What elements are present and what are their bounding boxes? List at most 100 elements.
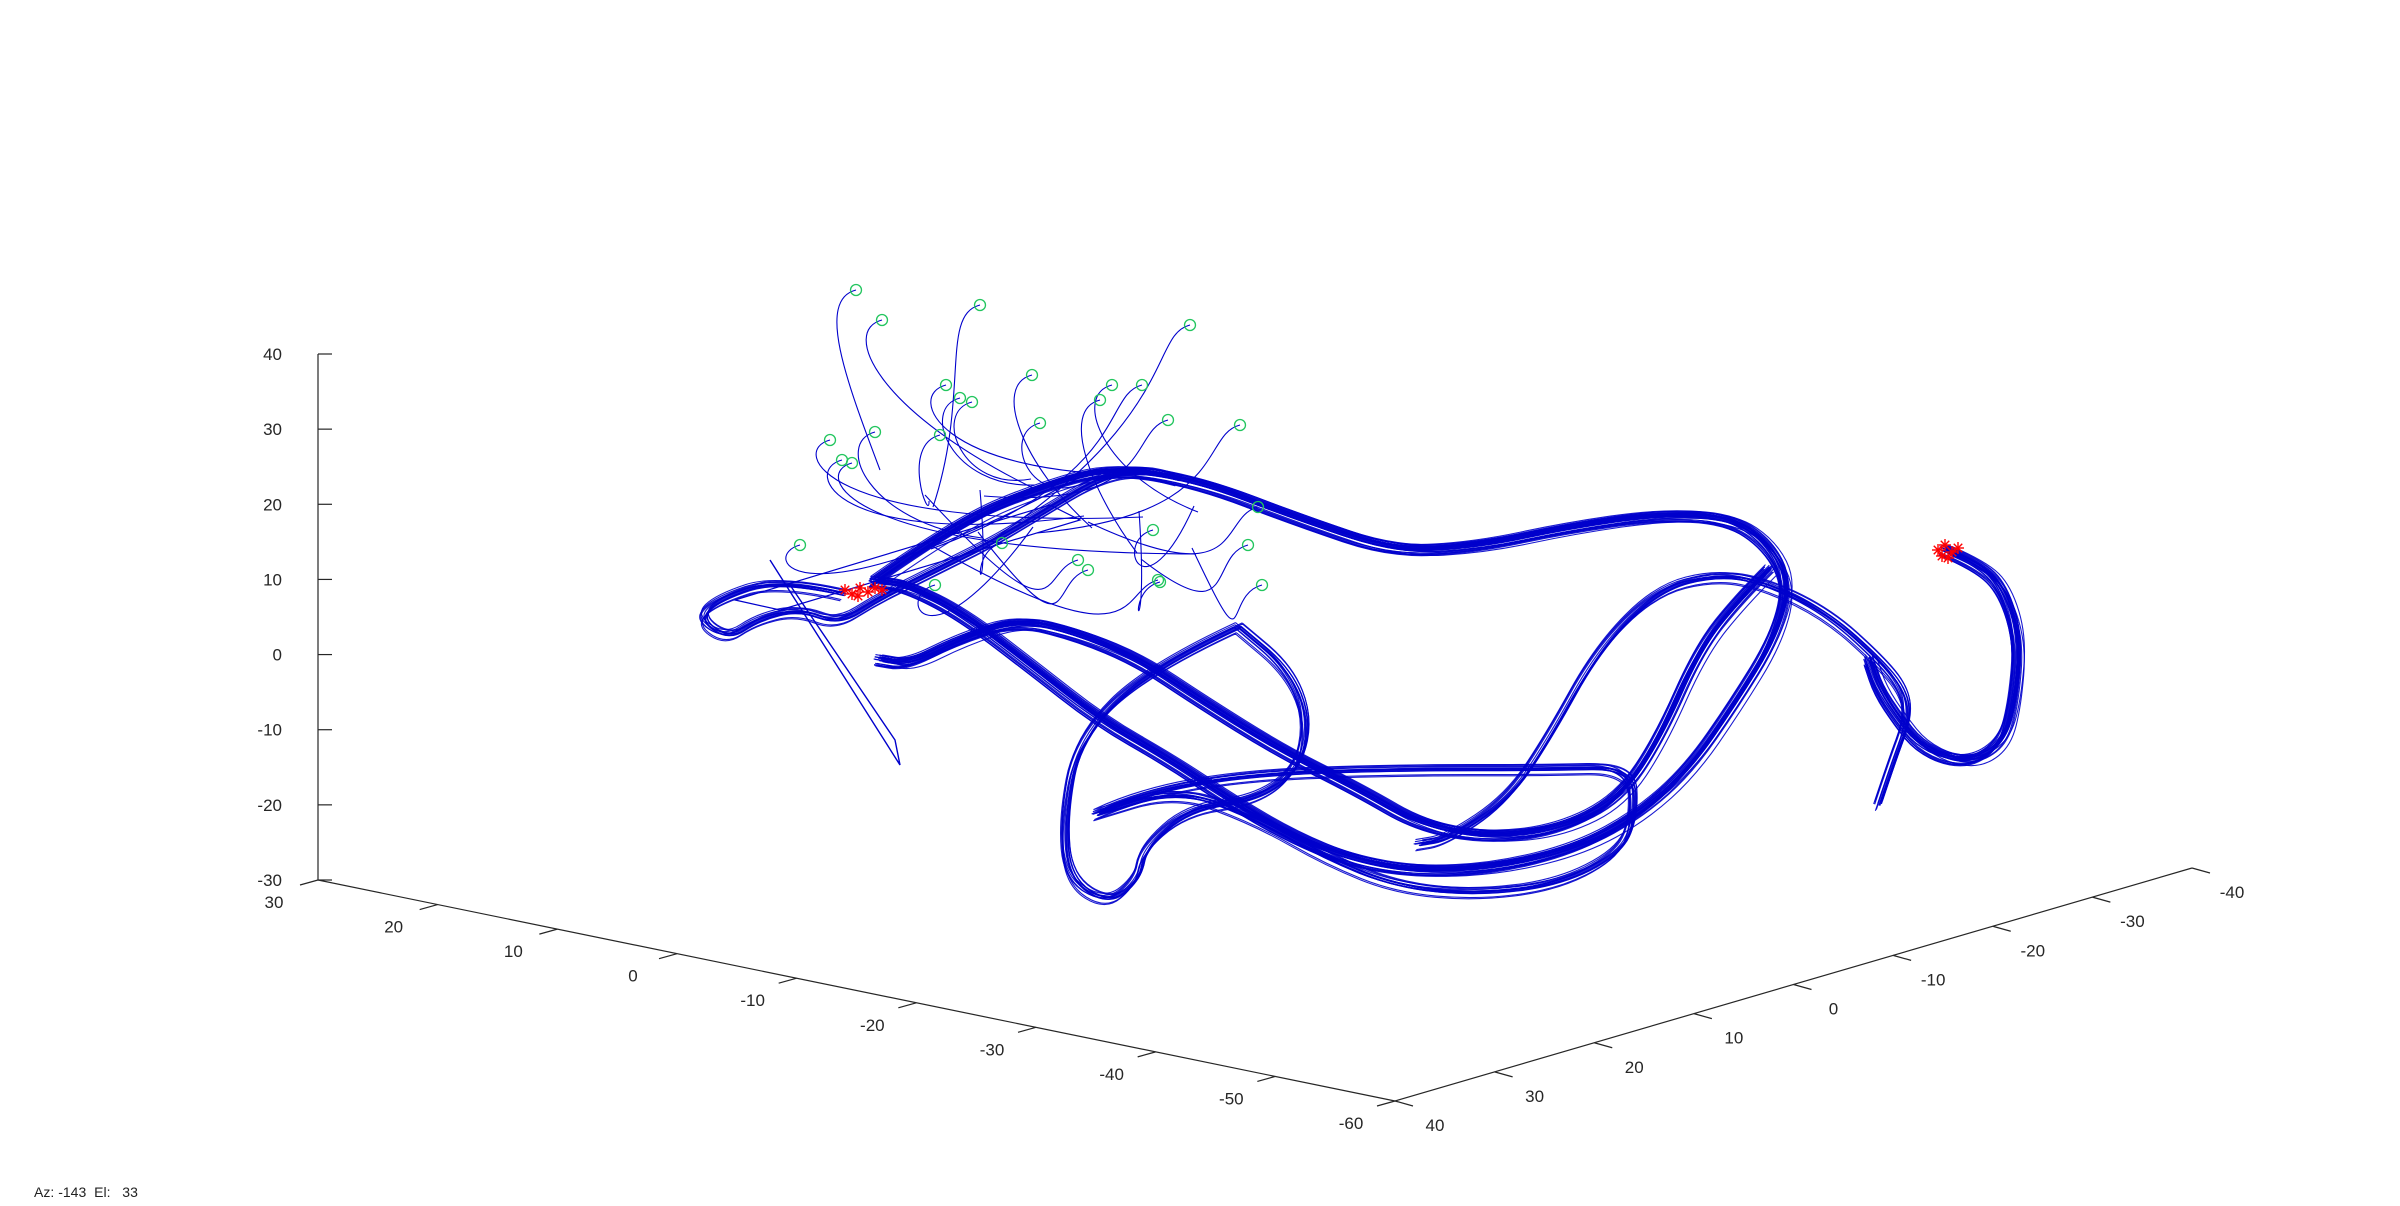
x-tick (1376, 1100, 1396, 1107)
transient-line (1137, 510, 1161, 612)
x-tick-label: -30 (980, 1040, 1005, 1059)
y-tick (1992, 925, 2011, 932)
transient-line (930, 384, 1143, 550)
y-tick-label: -10 (1921, 970, 1946, 989)
trajectory-line (1864, 548, 2014, 760)
x-tick-label: 0 (628, 967, 637, 986)
trajectory-line (769, 559, 901, 766)
z-tick-label: -30 (257, 871, 282, 890)
start-marker (835, 453, 849, 467)
trajectory-line (1868, 550, 2018, 762)
x-tick (898, 1002, 917, 1009)
start-marker (793, 538, 807, 552)
transient-line (826, 459, 1085, 525)
start-marker (1153, 575, 1167, 589)
azimuth-value: -143 (58, 1184, 87, 1200)
trajectory-line (1868, 544, 2018, 756)
trajectory-line (882, 571, 1773, 838)
trajectory-line (1415, 572, 1905, 841)
start-marker (1146, 523, 1160, 537)
trajectory-line (1061, 622, 1303, 894)
elevation-value: 33 (122, 1184, 138, 1200)
markers-group (793, 283, 1964, 602)
transient-line (865, 319, 1040, 492)
elevation-label: El: (94, 1184, 111, 1200)
x-tick-label: -50 (1219, 1089, 1244, 1108)
axes-group: 30 20 10 0 -10 -20 -30 -40 -50 -60 40 30 20 10 0 -10 -20… (257, 345, 2244, 1135)
trajectory-line (699, 470, 1174, 635)
trajectory-line (874, 468, 1786, 868)
x-tick-label: 10 (504, 942, 523, 961)
transient-line (1080, 399, 1138, 554)
start-marker (1033, 416, 1047, 430)
trajectory-line (873, 568, 1765, 835)
start-marker (953, 391, 967, 405)
y-tick-label: 30 (1525, 1087, 1544, 1106)
start-marker (1025, 368, 1039, 382)
trajectory-line (877, 473, 1789, 873)
start-marker (1151, 573, 1165, 587)
y-tick-label: 0 (1829, 1000, 1838, 1019)
x-tick-label: -20 (860, 1016, 885, 1035)
transient-line (838, 462, 1197, 555)
trajectory-line (732, 504, 1082, 611)
x-tick (1257, 1075, 1276, 1083)
y-tick-label: 40 (1426, 1116, 1445, 1135)
start-marker (1251, 500, 1265, 514)
end-marker (839, 584, 851, 596)
trajectory-line (1413, 576, 1903, 845)
start-marker (1183, 318, 1197, 332)
transient-line (785, 473, 1087, 575)
z-tick-label: 0 (273, 646, 282, 665)
trajectory-line (1863, 548, 2013, 760)
trajectories-group (699, 289, 2026, 906)
y-tick (1394, 1100, 1414, 1107)
trajectory-line (1867, 547, 2017, 759)
trajectory-line (1863, 554, 2013, 766)
trajectory-line (1864, 546, 2014, 758)
x-tick (1137, 1051, 1156, 1058)
x-tick (419, 903, 438, 911)
trajectory-line (881, 568, 1772, 835)
start-marker (933, 428, 947, 442)
trajectory-line (1067, 626, 1309, 899)
end-marker (1952, 542, 1964, 554)
trajectory-line (1067, 626, 1309, 899)
start-marker (1255, 578, 1269, 592)
transient-line (977, 531, 1089, 605)
start-marker (823, 433, 837, 447)
y-tick (2191, 867, 2211, 874)
x-tick-label: -10 (740, 991, 765, 1010)
x-tick-label: 30 (265, 893, 284, 912)
transient-line (1013, 374, 1093, 529)
x-tick-label: -40 (1099, 1065, 1124, 1084)
trajectory-line (703, 470, 1179, 634)
x-tick (658, 953, 678, 960)
start-marker (1071, 553, 1085, 567)
trajectory-line (701, 476, 1177, 641)
y-tick (1594, 1042, 1613, 1049)
transient-line (1133, 505, 1195, 567)
y-tick (2092, 896, 2111, 903)
end-marker (869, 582, 881, 594)
end-marker (1936, 550, 1948, 562)
start-marker (928, 578, 942, 592)
transient-line (1036, 424, 1241, 534)
trajectory-line (1060, 626, 1301, 899)
start-marker (973, 298, 987, 312)
transient-line (857, 431, 983, 539)
transient-line (1087, 506, 1259, 555)
start-marker (939, 378, 953, 392)
y-tick (1693, 1013, 1713, 1020)
z-tick-label: 20 (263, 495, 282, 514)
trajectory-line (1416, 582, 1906, 851)
y-tick-label: -30 (2120, 912, 2145, 931)
transient-line (942, 397, 1036, 486)
transient-line (926, 542, 1159, 615)
trajectory-line (1068, 622, 1310, 895)
trajectory-line (873, 466, 1786, 867)
x-tick (778, 977, 797, 984)
y-tick (1793, 983, 1812, 991)
trajectory-line (876, 574, 1767, 841)
